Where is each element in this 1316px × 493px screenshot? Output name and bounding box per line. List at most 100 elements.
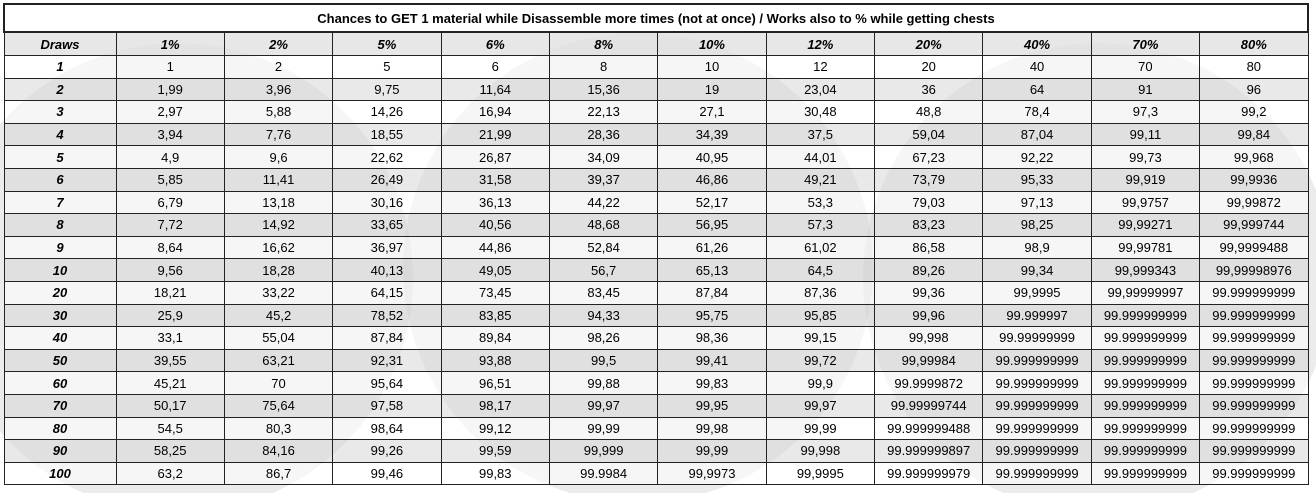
cell: 99,96 [874, 303, 984, 328]
cell: 61,02 [765, 235, 876, 260]
cell: 49,05 [440, 258, 550, 282]
cell: 91 [1090, 77, 1201, 102]
cell: 99,41 [657, 348, 767, 373]
cell: 75,64 [223, 393, 334, 418]
cell: 7,76 [223, 122, 334, 147]
cell: 99.999999999 [1199, 280, 1309, 305]
cell: 21,99 [440, 122, 550, 147]
cell: 99.9999872 [874, 371, 984, 395]
draws-cell: 40 [3, 326, 117, 350]
table-row: 80 54,5 80,3 98,64 99,12 99,99 99,98 99,99 99.99… [3, 416, 1309, 441]
cell: 1,99 [115, 77, 225, 102]
cell: 64,15 [332, 280, 442, 305]
column-header: 70% [1090, 31, 1201, 56]
cell: 99,99271 [1090, 213, 1201, 237]
cell: 95,75 [657, 303, 767, 328]
cell: 87,36 [765, 280, 876, 305]
cell: 31,58 [440, 167, 550, 192]
cell: 95,85 [765, 303, 876, 328]
cell: 99,99999997 [1090, 280, 1201, 305]
cell: 99,99984 [874, 348, 984, 373]
table-row: 8 7,72 14,92 33,65 40,56 48,68 56,95 57,3 83,23 9… [3, 213, 1309, 237]
cell: 7,72 [115, 213, 225, 237]
cell: 94,33 [548, 303, 659, 328]
cell: 18,21 [115, 280, 225, 305]
column-header: 1% [115, 31, 225, 56]
table-row: 6 5,85 11,41 26,49 31,58 39,37 46,86 49,21 73,79… [3, 167, 1309, 192]
cell: 99.999999999 [1199, 326, 1309, 350]
cell: 22,62 [332, 145, 442, 169]
table-row: 90 58,25 84,16 99,26 99,59 99,999 99,99 99,998 9… [3, 439, 1309, 463]
cell: 99.999999999 [982, 439, 1092, 463]
cell: 33,22 [223, 280, 334, 305]
draws-cell: 4 [3, 122, 117, 147]
draws-cell: 6 [3, 167, 117, 192]
cell: 89,26 [874, 258, 984, 282]
cell: 86,7 [223, 461, 334, 486]
cell: 99.999999999 [1199, 303, 1309, 328]
cell: 16,62 [223, 235, 334, 260]
table-row: 50 39,55 63,21 92,31 93,88 99,5 99,41 99,72 99,9… [3, 348, 1309, 373]
table-row: 60 45,21 70 95,64 96,51 99,88 99,83 99,9 99.9999… [3, 371, 1309, 395]
cell: 65,13 [657, 258, 767, 282]
cell: 39,37 [548, 167, 659, 192]
cell: 99,9995 [982, 280, 1092, 305]
cell: 97,13 [982, 190, 1092, 215]
cell: 18,28 [223, 258, 334, 282]
cell: 9,75 [332, 77, 442, 102]
cell: 40,13 [332, 258, 442, 282]
cell: 48,68 [548, 213, 659, 237]
cell: 99,9995 [765, 461, 876, 486]
cell: 95,64 [332, 371, 442, 395]
cell: 70 [223, 371, 334, 395]
cell: 99.999999999 [1199, 461, 1309, 486]
draws-cell: 2 [3, 77, 117, 102]
cell: 6,79 [115, 190, 225, 215]
cell: 87,84 [657, 280, 767, 305]
table-row: 9 8,64 16,62 36,97 44,86 52,84 61,26 61,02 86,58… [3, 235, 1309, 260]
page: Chances to GET 1 material while Disassem… [0, 3, 1316, 493]
column-header: Draws [3, 31, 117, 56]
cell: 22,13 [548, 100, 659, 124]
draws-cell: 1 [3, 55, 117, 79]
cell: 73,45 [440, 280, 550, 305]
cell: 19 [657, 77, 767, 102]
cell: 98,25 [982, 213, 1092, 237]
cell: 25,9 [115, 303, 225, 328]
cell: 8 [548, 55, 659, 79]
cell: 83,23 [874, 213, 984, 237]
table-row: 10 9,56 18,28 40,13 49,05 56,7 65,13 64,5 89,26 9… [3, 258, 1309, 282]
cell: 99,9973 [657, 461, 767, 486]
cell: 87,04 [982, 122, 1092, 147]
draws-cell: 90 [3, 439, 117, 463]
column-header: 20% [874, 31, 984, 56]
draws-cell: 70 [3, 393, 117, 418]
cell: 64 [982, 77, 1092, 102]
cell: 99,15 [765, 326, 876, 350]
header-row: Draws 1% 2% 5% 6% 8% 10% 12% 20% 40% 70% 80% [3, 31, 1309, 56]
cell: 99.999999999 [1090, 416, 1201, 441]
cell: 26,49 [332, 167, 442, 192]
cell: 99,998 [874, 326, 984, 350]
cell: 99,59 [440, 439, 550, 463]
cell: 80,3 [223, 416, 334, 441]
draws-cell: 9 [3, 235, 117, 260]
cell: 67,23 [874, 145, 984, 169]
cell: 3,94 [115, 122, 225, 147]
cell: 99,99 [548, 416, 659, 441]
cell: 99,46 [332, 461, 442, 486]
cell: 55,04 [223, 326, 334, 350]
cell: 99,83 [440, 461, 550, 486]
cell: 20 [874, 55, 984, 79]
draws-cell: 7 [3, 190, 117, 215]
cell: 58,25 [115, 439, 225, 463]
cell: 99.999999999 [1090, 303, 1201, 328]
cell: 93,88 [440, 348, 550, 373]
cell: 30,48 [765, 100, 876, 124]
cell: 99,9999488 [1199, 235, 1309, 260]
cell: 50,17 [115, 393, 225, 418]
cell: 54,5 [115, 416, 225, 441]
cell: 99,998 [765, 439, 876, 463]
table-row: 100 63,2 86,7 99,46 99,83 99.9984 99,9973 99,99… [3, 461, 1309, 486]
cell: 99.999999999 [1090, 348, 1201, 373]
